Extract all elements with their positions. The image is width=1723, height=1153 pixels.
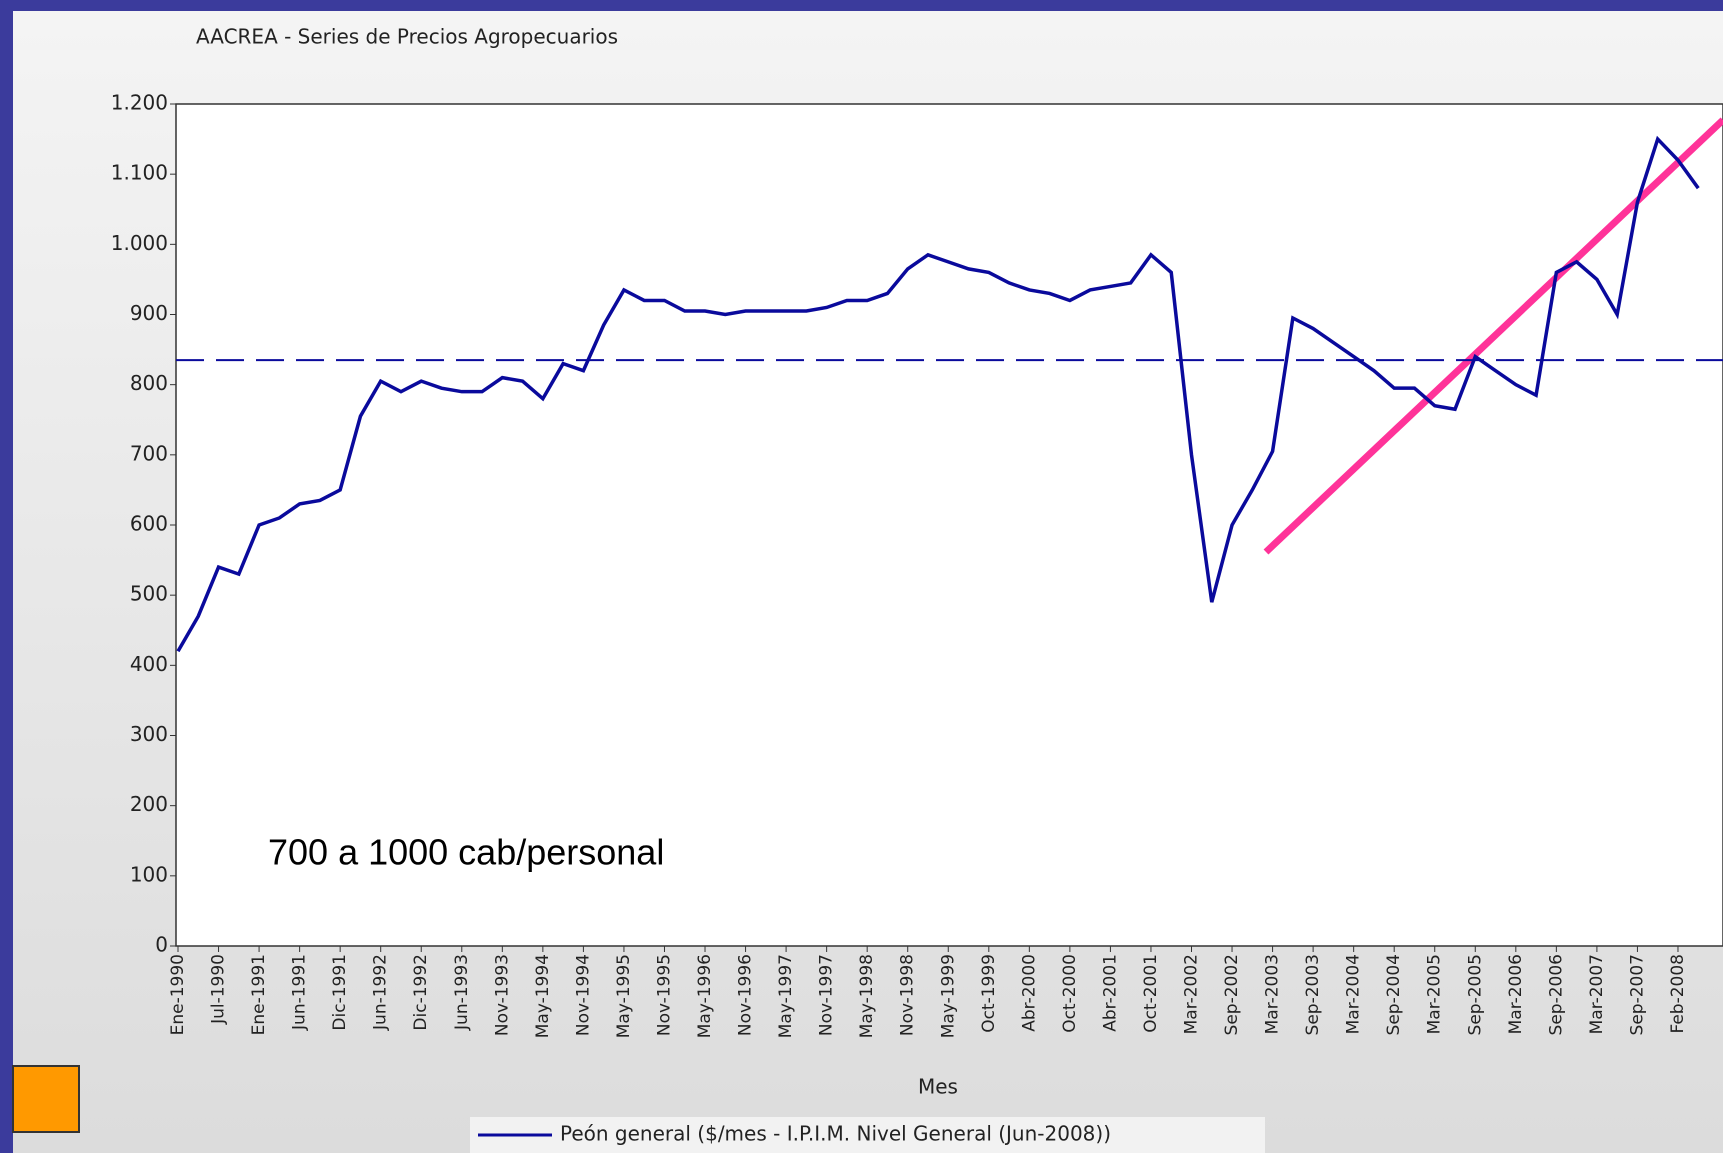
x-tick-label: Mar-2007 [1587,954,1607,1034]
x-tick-label: Abr-2000 [1019,954,1039,1032]
x-tick-label: Dic-1992 [411,954,431,1031]
x-tick-label: May-1998 [857,954,877,1038]
y-tick-label: 300 [130,722,168,746]
x-tick-label: Sep-2004 [1384,954,1404,1035]
x-tick-label: Abr-2001 [1100,954,1120,1032]
y-tick-label: 700 [130,441,168,465]
y-tick-label: 600 [130,512,168,536]
x-tick-label: Sep-2007 [1627,954,1647,1035]
x-tick-label: Nov-1997 [817,954,837,1036]
x-tick-label: Ene-1991 [249,954,269,1035]
x-tick-label: May-1999 [938,954,958,1038]
y-tick-label: 900 [130,301,168,325]
x-tick-label: Oct-2001 [1141,954,1161,1033]
x-tick-label: Ene-1990 [168,954,188,1035]
chart-title: AACREA - Series de Precios Agropecuarios [196,25,618,49]
x-tick-label: Nov-1996 [736,954,756,1036]
y-tick-label: 1.200 [111,91,168,115]
y-tick-label: 100 [130,862,168,886]
x-tick-label: Nov-1993 [492,954,512,1036]
y-tick-label: 1.000 [111,231,168,255]
y-tick-label: 400 [130,652,168,676]
y-tick-label: 800 [130,371,168,395]
x-tick-label: Jun-1993 [452,954,472,1031]
x-tick-label: Oct-1999 [979,954,999,1033]
x-tick-label: Mar-2005 [1425,954,1445,1034]
x-tick-label: Jul-1990 [209,954,229,1025]
y-tick-label: 1.100 [111,161,168,185]
x-tick-label: Nov-1994 [573,954,593,1036]
x-tick-label: Nov-1998 [898,954,918,1036]
legend-label: Peón general ($/mes - I.P.I.M. Nivel Gen… [560,1122,1111,1146]
x-tick-label: Sep-2006 [1546,954,1566,1035]
x-tick-label: May-1994 [533,954,553,1038]
x-tick-label: Sep-2002 [1222,954,1242,1035]
y-tick-label: 200 [130,792,168,816]
x-tick-label: Mar-2004 [1344,954,1364,1034]
x-tick-label: Dic-1991 [330,954,350,1031]
x-tick-label: Nov-1995 [654,954,674,1036]
x-tick-label: Mar-2002 [1182,954,1202,1034]
trend-line [1263,117,1723,555]
plot-area [175,103,1723,947]
y-tick-label: 500 [130,582,168,606]
data-line [176,135,1700,653]
x-tick-label: May-1995 [614,954,634,1038]
y-tick-label: 0 [155,933,168,957]
orange-square [12,1065,80,1133]
x-tick-label: Mar-2003 [1263,954,1283,1034]
x-tick-label: Mar-2006 [1506,954,1526,1034]
x-tick-label: Jun-1991 [290,954,310,1031]
x-tick-label: Feb-2008 [1668,954,1688,1034]
x-tick-label: Sep-2005 [1465,954,1485,1035]
legend [470,1117,1265,1153]
x-tick-label: Sep-2003 [1303,954,1323,1035]
x-tick-label: May-1996 [695,954,715,1038]
x-tick-label: Jun-1992 [371,954,391,1031]
x-axis-label: Mes [918,1075,958,1099]
annotation: 700 a 1000 cab/personal [268,832,664,873]
x-tick-label: Oct-2000 [1060,954,1080,1033]
x-tick-label: May-1997 [776,954,796,1038]
